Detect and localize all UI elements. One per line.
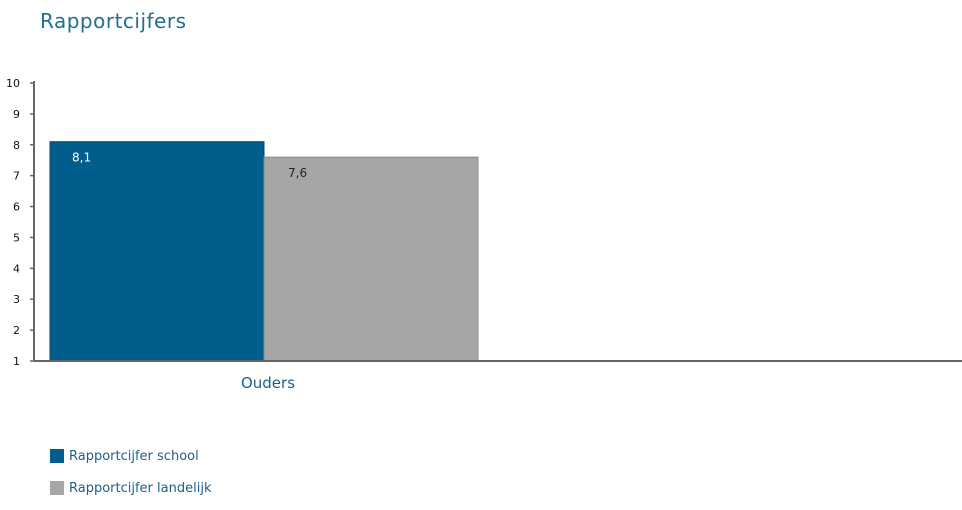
legend-label-landelijk: Rapportcijfer landelijk: [69, 480, 212, 496]
y-tick-label: 2: [13, 324, 20, 337]
legend-swatch-landelijk: [50, 481, 64, 495]
y-tick-label: 10: [6, 77, 20, 90]
legend-item-landelijk: Rapportcijfer landelijk: [50, 478, 211, 498]
bar: [263, 156, 479, 362]
legend: Rapportcijfer school Rapportcijfer lande…: [50, 446, 211, 510]
legend-label-school: Rapportcijfer school: [69, 448, 199, 464]
bar: [49, 141, 265, 362]
data-label: 8,1: [72, 151, 91, 165]
bar-chart: 1 2 3 4 5 6 7 8 9 10 8,1 7,6 Ouders: [6, 77, 962, 392]
data-label: 7,6: [288, 166, 307, 180]
y-tick-label: 5: [13, 231, 20, 244]
y-tick-label: 8: [13, 139, 20, 152]
y-tick-label: 1: [13, 355, 20, 368]
legend-item-school: Rapportcijfer school: [50, 446, 211, 466]
y-tick-label: 4: [13, 262, 20, 275]
y-tick-label: 7: [13, 170, 20, 183]
chart-title: Rapportcijfers: [40, 9, 187, 33]
legend-swatch-school: [50, 449, 64, 463]
y-tick-label: 3: [13, 293, 20, 306]
y-tick-label: 6: [13, 201, 20, 214]
x-category-label: Ouders: [241, 374, 295, 392]
y-tick-label: 9: [13, 108, 20, 121]
